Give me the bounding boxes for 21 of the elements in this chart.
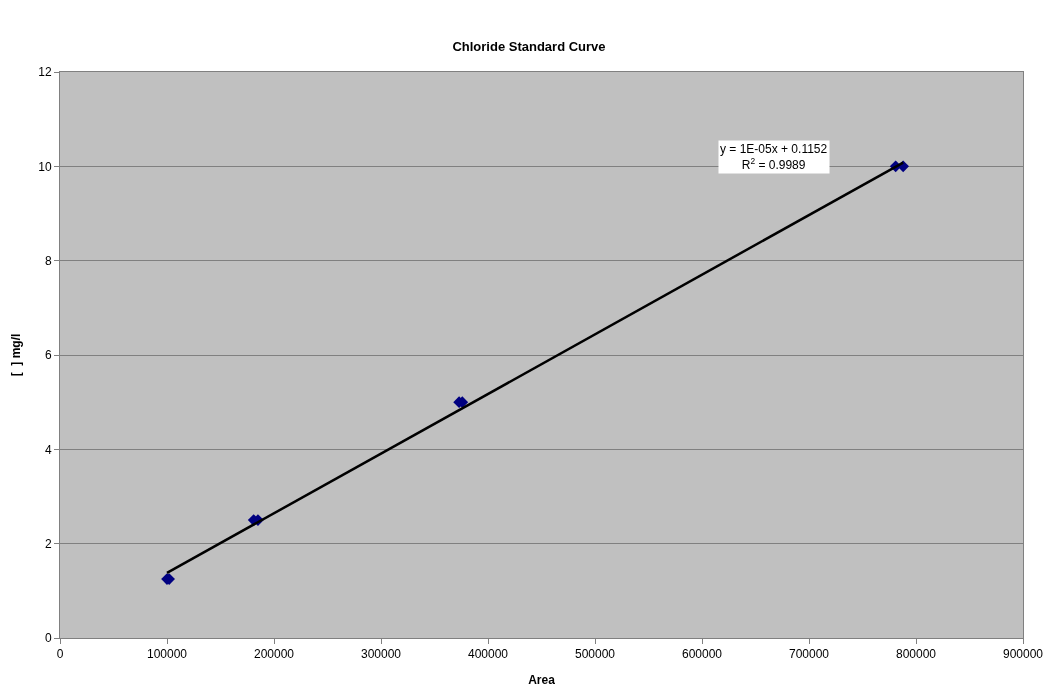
chart-title: Chloride Standard Curve [452,38,606,54]
y-axis-title: [ ] mg/l [8,333,23,377]
y-tick-label: 6 [44,348,52,363]
y-tick-label: 4 [44,442,52,457]
y-tick-label: 10 [38,159,52,174]
annotation: y = 1E-05x + 0.1152 R$^{2}$ = 0.9989 [720,142,828,172]
x-tick-label: 200000 [253,647,295,662]
x-tick-label: 900000 [1002,647,1044,662]
x-tick-label: 600000 [681,647,723,662]
x-tick-label: 700000 [788,647,830,662]
x-tick-label: 0 [56,647,64,662]
y-tick-label: 12 [38,65,52,80]
x-tick-label: 400000 [467,647,509,662]
x-axis-title: Area [528,673,556,688]
x-tick-label: 100000 [146,647,188,662]
y-tick-label: 2 [44,536,52,551]
x-tick-label: 300000 [360,647,402,662]
y-tick-label: 0 [44,631,52,646]
x-tick-label: 500000 [574,647,616,662]
y-tick-label: 8 [44,253,52,268]
x-tick-label: 800000 [895,647,937,662]
